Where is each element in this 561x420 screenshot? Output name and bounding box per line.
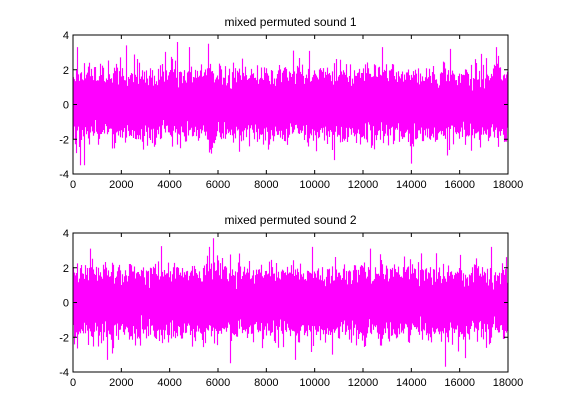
y-tick-label: 2: [63, 263, 69, 275]
subplot-2: 0 2000 4000 6000 8000 10000 12000 14000 16000 180…: [59, 213, 523, 389]
y-tick-label: -4: [59, 367, 69, 379]
x-tick-label: 14000: [396, 377, 427, 389]
y-tick-label: 4: [63, 30, 69, 42]
x-tick-label: 18000: [493, 179, 524, 191]
chart-title: mixed permuted sound 1: [224, 15, 356, 29]
x-tick-label: 14000: [396, 179, 427, 191]
x-tick-label: 0: [70, 179, 76, 191]
y-tick-label: 0: [63, 298, 69, 310]
x-tick-label: 8000: [254, 377, 278, 389]
x-tick-label: 6000: [206, 179, 230, 191]
x-tick-label: 8000: [254, 179, 278, 191]
y-tick-label: -2: [59, 134, 69, 146]
x-tick-label: 2000: [109, 179, 133, 191]
x-tick-label: 12000: [348, 179, 379, 191]
x-tick-label: 18000: [493, 377, 524, 389]
x-tick-label: 16000: [444, 179, 475, 191]
x-tick-label: 4000: [157, 377, 181, 389]
x-tick-label: 2000: [109, 377, 133, 389]
y-tick-label: -4: [59, 169, 69, 181]
x-tick-label: 16000: [444, 377, 475, 389]
y-tick-label: -2: [59, 332, 69, 344]
x-tick-label: 6000: [206, 377, 230, 389]
y-tick-label: 0: [63, 100, 69, 112]
y-tick-label: 2: [63, 65, 69, 77]
subplot-1: 0 2000 4000 6000 8000 10000 12000 14000 16000 180…: [59, 15, 523, 191]
x-tick-label: 12000: [348, 377, 379, 389]
y-tick-label: 4: [63, 228, 69, 240]
x-tick-label: 10000: [299, 377, 330, 389]
x-tick-label: 10000: [299, 179, 330, 191]
x-tick-label: 0: [70, 377, 76, 389]
chart-title: mixed permuted sound 2: [224, 213, 356, 227]
x-tick-label: 4000: [157, 179, 181, 191]
